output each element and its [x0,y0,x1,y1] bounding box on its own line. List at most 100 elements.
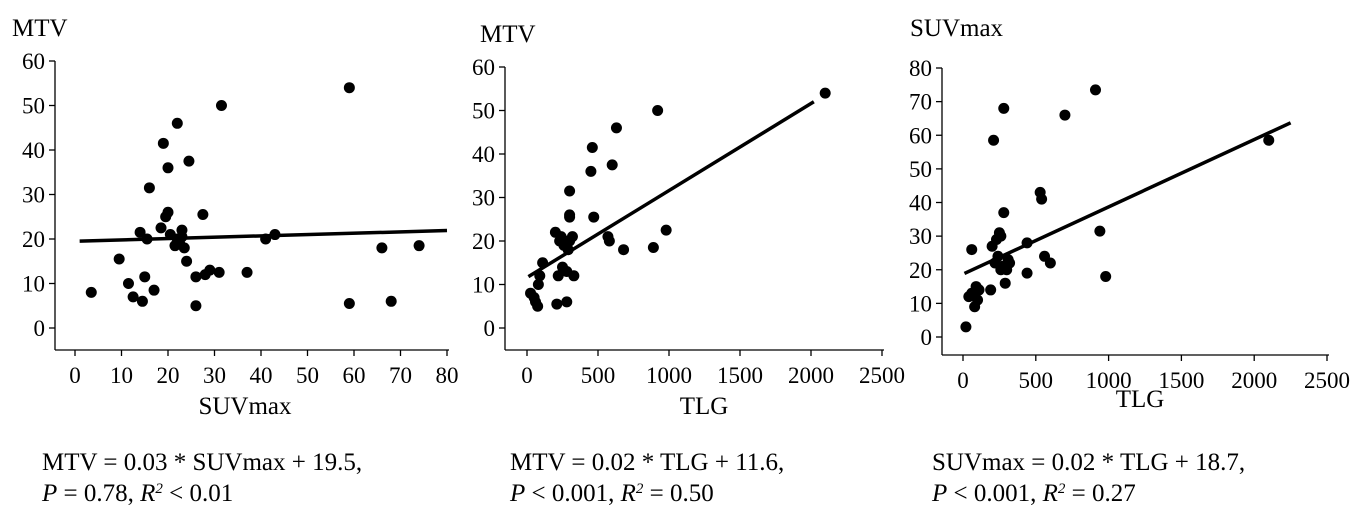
chart-1-x-tick-label: 40 [250,363,273,388]
chart-2-stats-line: P < 0.001, R2 = 0.50 [510,478,784,509]
chart-2-data-point [562,244,574,256]
chart-1-data-point [157,137,169,149]
chart-1-data-point [155,222,167,234]
chart-1-data-point [385,295,397,307]
chart-3-p-label: P [932,480,948,507]
chart-3-data-point [992,250,1004,262]
chart-1-data-point [178,242,190,254]
chart-3-p-value: < 0.001, [947,480,1043,507]
chart-2-data-point [647,242,659,254]
chart-2-data-point [588,211,600,223]
chart-2-data-point [532,279,544,290]
chart-3-y-tick-label: 70 [909,90,932,115]
chart-1-data-point [113,253,125,265]
chart-3-x-tick-label: 500 [1019,368,1054,393]
chart-2-y-tick-label: 30 [472,186,495,211]
chart-3-y-tick-label: 20 [909,258,932,283]
chart-2-data-point [819,87,831,99]
chart-3-data-point [1021,267,1033,279]
chart-1-data-point [162,162,174,174]
chart-3-equation-line1: SUVmax = 0.02 * TLG + 18.7, [932,449,1246,476]
chart-2-y-tick-label: 0 [484,316,496,341]
chart-2-x-axis-label: TLG [680,393,729,420]
chart-1-y-tick-label: 60 [22,49,45,74]
chart-2-data-point [564,185,576,197]
chart-2-data-point [534,270,546,282]
chart-1-data-point [269,229,281,241]
chart-1-data-point [343,82,355,94]
chart-3-data-point [1263,134,1275,146]
chart-3-data-point [973,284,985,296]
chart-3-y-tick-label: 30 [909,224,932,249]
chart-1-x-axis-label: SUVmax [198,393,292,420]
chart-2-data-point [610,122,622,134]
chart-1-p-value: = 0.78, [57,480,141,507]
chart-3-data-point [966,244,978,256]
chart-3-data-point [1100,270,1112,282]
chart-3-data-point [1094,225,1106,237]
chart-3-y-tick-label: 10 [909,291,932,316]
chart-1-data-point [181,255,193,267]
chart-1-data-point [127,291,139,303]
chart-2-data-point [566,231,578,243]
chart-1-data-point [413,240,425,252]
chart-2-data-point [568,270,580,282]
chart-1-data-point [122,278,134,289]
chart-2-r-sup: 2 [635,481,644,497]
chart-3-data-point [1036,193,1048,205]
chart-2-data-point [618,244,630,256]
chart-1-data-point [343,298,355,310]
chart-3-y-tick-label: 0 [921,325,933,350]
chart-2-y-tick-label: 40 [472,142,495,167]
chart-2: 0 10 20 30 40 50 60 0 500 1000 1500 2000 2500 MTV TLG [472,21,905,420]
chart-1-data-point [176,224,188,236]
chart-2-x-tick-label: 2500 [859,363,905,388]
chart-3-data-point [995,230,1007,242]
chart-3-data-point [999,277,1011,289]
chart-3-r-value: = 0.27 [1065,480,1136,507]
chart-2-data-point [532,300,544,312]
chart-2-data-point [652,105,664,116]
chart-1-y-tick-label: 30 [22,183,45,208]
chart-1-data-point [190,271,202,283]
chart-1-y-tick-label: 50 [22,94,45,119]
chart-3-x-axis-label: TLG [1116,386,1165,413]
chart-1-data-point [376,242,388,254]
chart-3-r-sup: 2 [1057,481,1066,497]
chart-3-regression-line [963,121,1292,276]
chart-2-y-tick-label: 60 [472,55,495,80]
chart-1-data-point [141,233,153,245]
chart-1-data-point [241,266,253,278]
chart-1-equation: MTV = 0.03 * SUVmax + 19.5, P = 0.78, R2… [42,447,362,509]
chart-1-data-point [134,226,146,238]
chart-3-y-tick-label: 60 [909,123,932,148]
chart-1-data-point [204,264,216,276]
chart-2-data-point [561,296,573,308]
chart-2-p-value: < 0.001, [525,480,621,507]
chart-1-y-tick-label: 10 [22,272,45,297]
chart-3-data-point [1059,109,1071,121]
chart-3-data-point [1021,237,1033,249]
chart-3-data-point [985,284,997,296]
chart-2-data-point [537,257,549,269]
chart-3-x-tick-label: 2500 [1304,368,1350,393]
chart-1-x-tick-label: 30 [203,363,226,388]
chart-2-p-label: P [510,480,526,507]
chart-1-equation-line1: MTV = 0.03 * SUVmax + 19.5, [42,449,363,476]
chart-1-data-point [215,100,227,111]
chart-3-data-point [972,294,984,306]
chart-3-y-axis-label: SUVmax [910,15,1004,42]
chart-2-r-label: R [620,480,636,507]
chart-3-x-tick-label: 1500 [1158,368,1204,393]
chart-1-data-point [197,209,209,221]
chart-1-data-point [183,155,195,167]
chart-1-data-point [85,286,97,298]
chart-1-y-axis-label: MTV [12,15,68,42]
chart-2-data-point [660,224,672,236]
chart-3-stats-line: P < 0.001, R2 = 0.27 [932,478,1245,509]
chart-1-y-tick-label: 40 [22,138,45,163]
chart-1-data-point [148,284,160,296]
chart-3-equation: SUVmax = 0.02 * TLG + 18.7, P < 0.001, R… [932,447,1245,509]
chart-1-r-value: < 0.01 [162,480,234,507]
